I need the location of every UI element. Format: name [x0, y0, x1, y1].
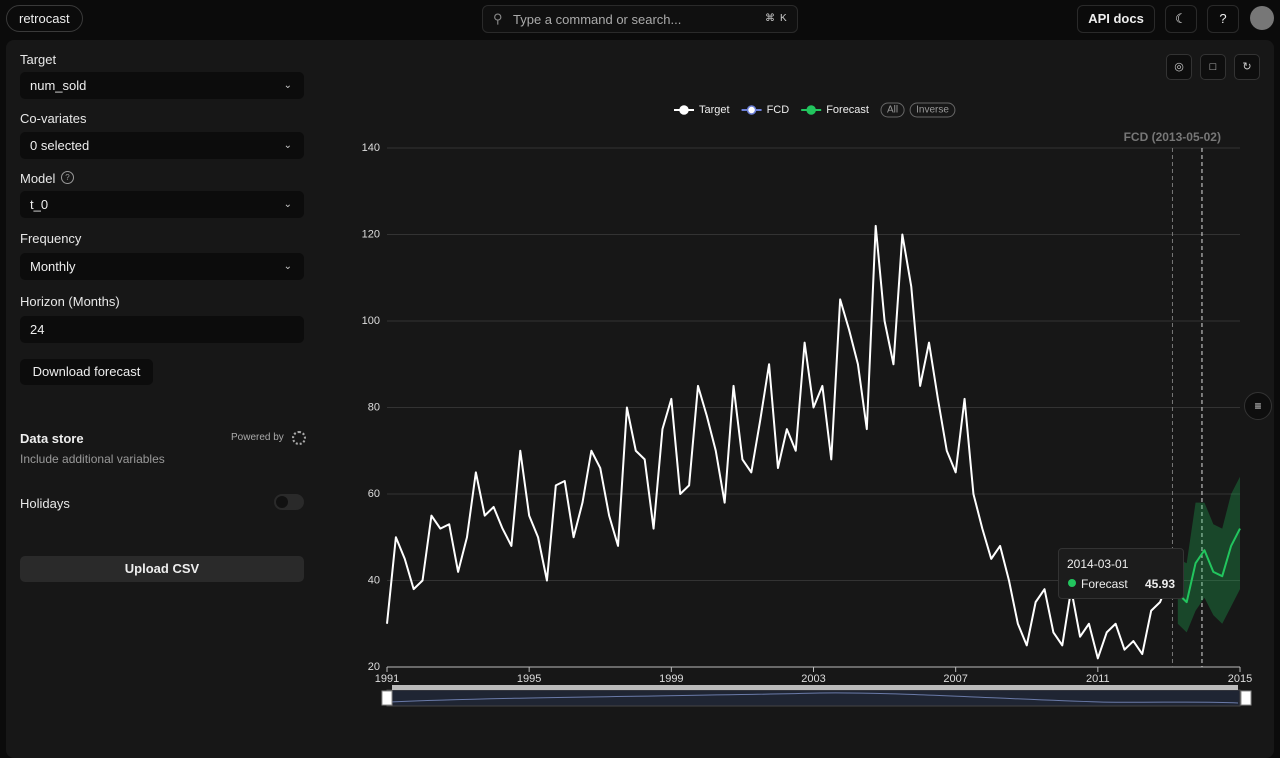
toggle[interactable] — [274, 494, 304, 510]
x-tick-label: 2007 — [943, 673, 967, 685]
select-value: Monthly — [30, 259, 76, 274]
select-button[interactable]: □ — [1200, 54, 1226, 80]
legend-label: FCD — [767, 104, 790, 116]
tooltip-value: 45.93 — [1144, 577, 1175, 591]
shortcut-key: K — [780, 13, 787, 24]
select-value: num_sold — [30, 78, 87, 93]
field-label: Frequency — [20, 231, 82, 246]
theme-toggle[interactable]: ☾ — [1165, 5, 1197, 33]
brush-handle — [381, 690, 393, 706]
x-tick-label: 1995 — [517, 673, 541, 685]
download-button[interactable]: Download forecast — [20, 359, 153, 385]
y-tick-label: 20 — [368, 661, 380, 673]
help-button[interactable]: ? — [1207, 5, 1239, 33]
select-value: t_0 — [30, 197, 49, 212]
x-tick-label: 2011 — [1086, 673, 1110, 685]
side-toggle[interactable]: ≡ — [1244, 392, 1272, 420]
legend-label: Forecast — [826, 104, 869, 116]
search-box[interactable]: ⚲ Type a command or search... ⌘ K — [482, 5, 798, 33]
section-subtitle: Include additional variables — [20, 452, 165, 466]
legend-button-frame[interactable] — [880, 102, 905, 118]
search-icon: ⚲ — [493, 11, 503, 26]
tooltip: 2014-03-01 Forecast 45.93 — [1058, 548, 1184, 599]
series-line — [386, 224, 1170, 660]
x-tick-label: 2015 — [1228, 673, 1252, 685]
select-value: 0 selected — [30, 138, 90, 153]
x-tick-label: 2003 — [801, 673, 825, 685]
select[interactable]: Monthly ⌄ — [20, 253, 304, 280]
y-tick-label: 60 — [368, 488, 380, 500]
field-label: Co-variates — [20, 111, 87, 126]
x-tick-label: 1991 — [375, 673, 399, 685]
provider-logo — [292, 431, 306, 445]
select[interactable]: num_sold ⌄ — [20, 72, 304, 99]
legend-label: Target — [699, 104, 730, 116]
legend-swatch — [806, 105, 816, 115]
api-docs-button[interactable]: API docs — [1077, 5, 1155, 33]
brush-handle-bar — [392, 685, 1238, 690]
shortcut-key: ⌘ — [765, 13, 775, 24]
powered-by: Powered by — [231, 432, 284, 443]
input-value: 24 — [30, 322, 45, 337]
brush-preview — [389, 692, 1239, 704]
legend-swatch — [746, 105, 757, 115]
series-line — [1177, 528, 1241, 604]
toggle-label: Holidays — [20, 496, 70, 511]
field-label: Horizon (Months) — [20, 294, 120, 309]
field-label: Target — [20, 52, 57, 67]
y-tick-label: 40 — [368, 574, 380, 586]
select[interactable]: t_0 ⌄ — [20, 191, 304, 218]
fcd-label: FCD (2013-05-02) — [1124, 130, 1221, 144]
tooltip-series: Forecast — [1081, 577, 1128, 591]
screenshot-button[interactable]: ◎ — [1166, 54, 1192, 80]
y-tick-label: 140 — [362, 142, 380, 154]
number-input[interactable]: 24 — [20, 316, 304, 343]
legend-swatch — [679, 105, 689, 115]
legend-button-frame[interactable] — [909, 102, 956, 118]
brand[interactable]: retrocast — [6, 5, 83, 32]
select[interactable]: 0 selected ⌄ — [20, 132, 304, 159]
tooltip-date: 2014-03-01 — [1067, 557, 1129, 571]
y-tick-label: 80 — [368, 401, 380, 413]
reset-button[interactable]: ↻ — [1234, 54, 1260, 80]
y-tick-label: 120 — [362, 228, 380, 240]
avatar[interactable] — [1250, 6, 1274, 30]
help-icon[interactable]: ? — [61, 171, 74, 184]
legend-button: All — [887, 105, 898, 116]
section-title: Data store — [20, 431, 84, 446]
y-tick-label: 100 — [362, 315, 380, 327]
tooltip-swatch — [1068, 579, 1076, 587]
legend-button: Inverse — [916, 105, 949, 116]
forecast-band — [1177, 476, 1240, 633]
field-label: Model — [20, 171, 56, 186]
upload-button[interactable]: Upload CSV — [20, 556, 304, 582]
brush-handle — [1240, 690, 1252, 706]
x-tick-label: 1999 — [659, 673, 683, 685]
search-placeholder: Type a command or search... — [513, 12, 682, 27]
